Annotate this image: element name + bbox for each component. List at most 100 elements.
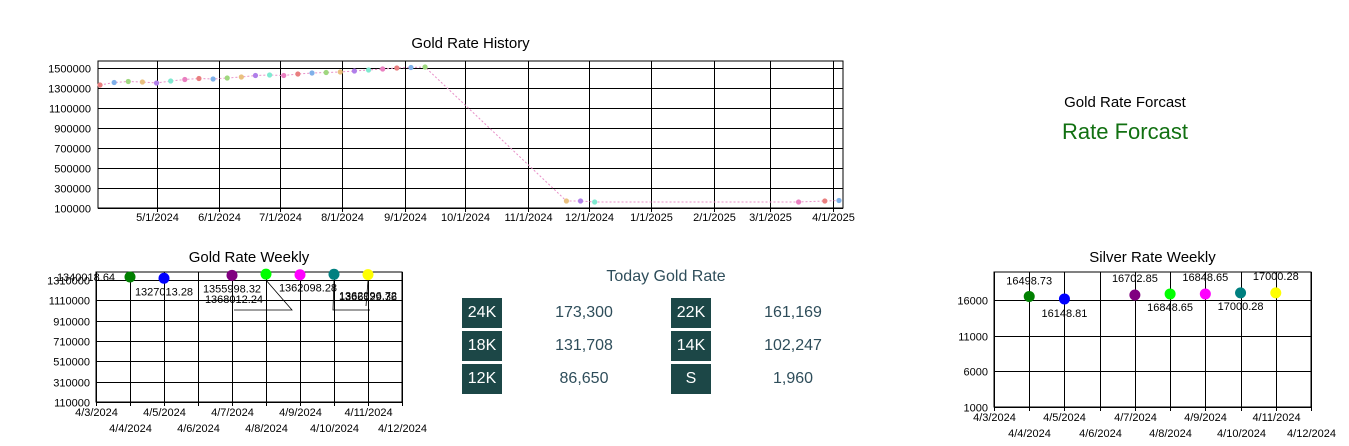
forecast-headline: Rate Forcast bbox=[1062, 119, 1188, 144]
data-point bbox=[238, 74, 244, 80]
x-tick-label: 4/11/2024 bbox=[1252, 412, 1300, 424]
data-point bbox=[577, 198, 584, 204]
data-point bbox=[97, 82, 103, 88]
data-point bbox=[196, 75, 202, 82]
x-tick-label: 4/9/2024 bbox=[279, 407, 322, 419]
x-tick-label: 4/6/2024 bbox=[1079, 428, 1122, 440]
rate-value-22k: 161,169 bbox=[764, 304, 822, 321]
data-point bbox=[394, 65, 400, 71]
y-tick-label: 100000 bbox=[54, 204, 91, 216]
data-point bbox=[408, 64, 414, 71]
data-point bbox=[111, 79, 117, 86]
plot-border bbox=[97, 60, 844, 209]
x-tick-label: 4/10/2024 bbox=[1217, 428, 1266, 440]
rate-key-12k: 12K bbox=[462, 364, 502, 394]
rate-key-24k: 24K bbox=[462, 298, 502, 328]
y-tick-label: 11000 bbox=[958, 332, 988, 344]
x-tick-label: 4/5/2024 bbox=[143, 407, 186, 419]
rate-key-18k: 18K bbox=[462, 331, 502, 361]
x-tick-label: 1/1/2025 bbox=[630, 212, 673, 224]
data-point bbox=[337, 69, 343, 75]
data-point bbox=[422, 64, 428, 70]
data-point bbox=[124, 271, 136, 283]
label-leader-line bbox=[332, 280, 370, 311]
rate-key-14k: 14K bbox=[671, 331, 711, 361]
x-tick-label: 4/4/2024 bbox=[109, 423, 152, 435]
x-tick-label: 4/3/2024 bbox=[973, 412, 1016, 424]
data-point bbox=[226, 269, 238, 281]
data-point bbox=[795, 199, 802, 205]
data-label: 16848.65 bbox=[1147, 302, 1193, 314]
x-tick-label: 4/1/2025 bbox=[812, 212, 855, 224]
series-line bbox=[99, 66, 839, 203]
data-point bbox=[1270, 287, 1282, 299]
y-tick-label: 910000 bbox=[53, 317, 90, 329]
x-tick-label: 4/7/2024 bbox=[211, 407, 254, 419]
data-label: 17000.28 bbox=[1218, 301, 1264, 313]
x-tick-label: 4/12/2024 bbox=[378, 423, 427, 435]
data-point bbox=[252, 72, 259, 79]
x-tick-label: 4/3/2024 bbox=[75, 407, 118, 419]
x-tick-label: 2/1/2025 bbox=[693, 212, 736, 224]
data-point bbox=[281, 72, 287, 79]
plot-border bbox=[993, 271, 1312, 408]
y-tick-label: 16000 bbox=[957, 296, 988, 308]
data-point bbox=[1235, 287, 1247, 299]
x-tick-label: 4/7/2024 bbox=[1114, 412, 1157, 424]
label-leader-line bbox=[365, 280, 369, 307]
today-title: Today Gold Rate bbox=[606, 268, 726, 285]
rate-value-12k: 86,650 bbox=[559, 370, 609, 387]
x-tick-label: 6/1/2024 bbox=[198, 212, 241, 224]
label-leader-line bbox=[234, 279, 293, 311]
x-tick-label: 4/12/2024 bbox=[1287, 428, 1336, 440]
data-label: 1362098.28 bbox=[279, 283, 337, 295]
data-point bbox=[1199, 288, 1211, 300]
data-label: 1340018.64 bbox=[57, 272, 115, 284]
y-tick-label: 500000 bbox=[54, 164, 91, 176]
data-point bbox=[295, 71, 301, 77]
data-point bbox=[328, 268, 340, 280]
x-tick-label: 5/1/2024 bbox=[136, 212, 179, 224]
x-tick-label: 8/1/2024 bbox=[321, 212, 364, 224]
x-tick-label: 7/1/2024 bbox=[259, 212, 302, 224]
data-point bbox=[139, 79, 146, 85]
data-point bbox=[1164, 288, 1176, 300]
data-point bbox=[182, 76, 188, 83]
data-point bbox=[822, 198, 828, 204]
data-point bbox=[323, 69, 329, 76]
forecast-title: Gold Rate Forcast bbox=[1064, 94, 1186, 111]
y-tick-label: 710000 bbox=[53, 337, 90, 349]
data-point bbox=[592, 199, 598, 205]
y-tick-label: 1110000 bbox=[49, 296, 90, 308]
x-tick-label: 11/1/2024 bbox=[504, 212, 552, 224]
y-tick-label: 6000 bbox=[964, 367, 988, 379]
x-tick-label: 4/6/2024 bbox=[177, 423, 220, 435]
chart-title: Gold Rate History bbox=[411, 35, 530, 52]
data-label: 16148.81 bbox=[1041, 308, 1087, 320]
data-label: 1362996.72 bbox=[339, 291, 397, 303]
data-label: 16848.65 bbox=[1182, 272, 1228, 284]
gold-rate-weekly-chart: Gold Rate Weekly 1310000 1110000 910000 7100… bbox=[47, 249, 427, 435]
x-tick-label: 3/1/2025 bbox=[749, 212, 792, 224]
data-point bbox=[365, 67, 372, 73]
x-tick-label: 9/1/2024 bbox=[384, 212, 427, 224]
data-point bbox=[158, 272, 170, 284]
gold-rate-history-chart: Gold Rate History 1500000 1300000 1100000 90… bbox=[48, 35, 855, 224]
data-label: 1355998.32 bbox=[203, 283, 261, 295]
data-label: 16498.73 bbox=[1006, 275, 1052, 287]
data-label: 1368012.24 bbox=[205, 294, 263, 306]
rate-value-silver: 1,960 bbox=[772, 370, 814, 387]
rate-value-14k: 102,247 bbox=[764, 337, 822, 354]
chart-title: Gold Rate Weekly bbox=[189, 249, 310, 266]
x-tick-label: 4/5/2024 bbox=[1043, 412, 1086, 424]
y-tick-label: 510000 bbox=[53, 357, 90, 369]
x-tick-label: 4/8/2024 bbox=[245, 423, 288, 435]
y-tick-label: 300000 bbox=[54, 184, 91, 196]
data-point bbox=[168, 78, 174, 84]
y-tick-label: 1310000 bbox=[47, 276, 90, 288]
data-point bbox=[294, 269, 306, 281]
rate-row: 24K 173,300 22K 161,169 bbox=[462, 298, 870, 330]
rate-value-24k: 173,300 bbox=[555, 304, 613, 321]
data-label: 17000.28 bbox=[1253, 271, 1299, 283]
y-tick-label: 310000 bbox=[53, 378, 90, 390]
